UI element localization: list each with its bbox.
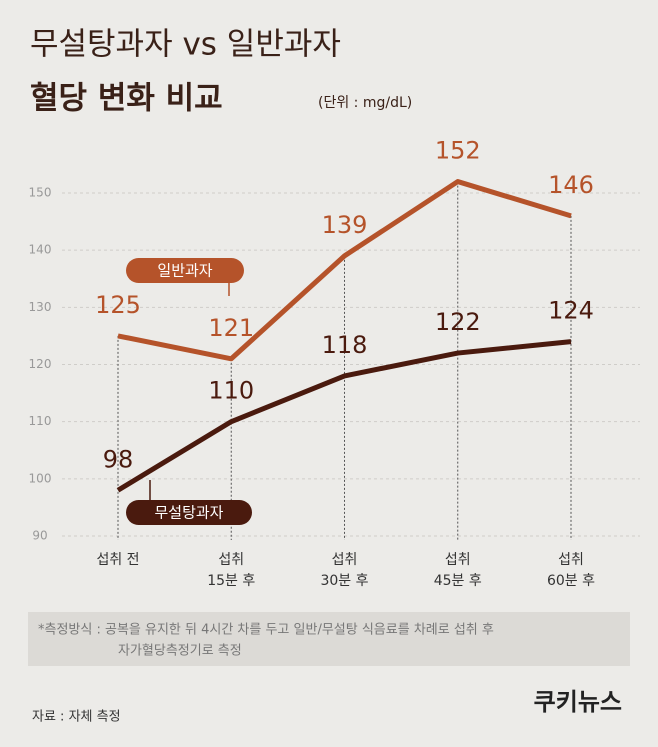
data-label: 152	[435, 137, 481, 165]
data-label: 122	[435, 308, 481, 336]
y-tick-label: 90	[32, 529, 47, 543]
series-line	[117, 179, 572, 362]
y-tick-label: 130	[29, 300, 52, 314]
x-tick-label: 섭취 30분 후	[320, 552, 368, 589]
y-tick-label: 140	[29, 243, 52, 257]
y-tick-label: 120	[29, 357, 52, 371]
x-tick-label: 섭취 60분 후	[547, 552, 595, 589]
legend-tag	[126, 500, 252, 525]
data-label: 146	[548, 171, 594, 199]
x-tick-label: 섭취 45분 후	[434, 552, 482, 589]
x-tick-label: 섭취 15분 후	[207, 552, 255, 589]
data-label: 124	[548, 297, 594, 325]
data-label: 139	[322, 211, 368, 239]
series-line	[116, 339, 572, 493]
legend-label: 무설탕과자	[154, 504, 223, 522]
data-label: 125	[95, 291, 141, 319]
y-tick-label: 110	[29, 414, 52, 428]
note-box	[28, 612, 630, 666]
y-tick-label: 100	[29, 471, 52, 485]
logo: 쿠키뉴스	[534, 688, 622, 716]
plot: 90 100 110 120 130 140 150 섭취 전 섭취 15분 후 섭취 30분 후 섭취…	[29, 137, 640, 589]
chart-subtitle: 혈당 변화 비교	[30, 81, 223, 117]
x-tick-label: 섭취 전	[96, 552, 139, 568]
note-line: *측정방식 : 공복을 유지한 뒤 4시간 차를 두고 일반/무설탕 식음료를 …	[38, 623, 494, 638]
unit-label: (단위 : mg/dL)	[318, 95, 412, 111]
data-label: 98	[103, 445, 134, 473]
note-line: 자가혈당측정기로 측정	[118, 644, 242, 659]
data-label: 110	[208, 377, 254, 405]
legend-label: 일반과자	[157, 262, 212, 280]
data-label: 121	[208, 314, 254, 342]
data-label: 118	[322, 331, 368, 359]
chart-title: 무설탕과자 vs 일반과자	[30, 27, 341, 63]
y-tick-label: 150	[29, 186, 52, 200]
source: 자료 : 자체 측정	[32, 710, 121, 725]
legend-tag	[126, 258, 244, 283]
